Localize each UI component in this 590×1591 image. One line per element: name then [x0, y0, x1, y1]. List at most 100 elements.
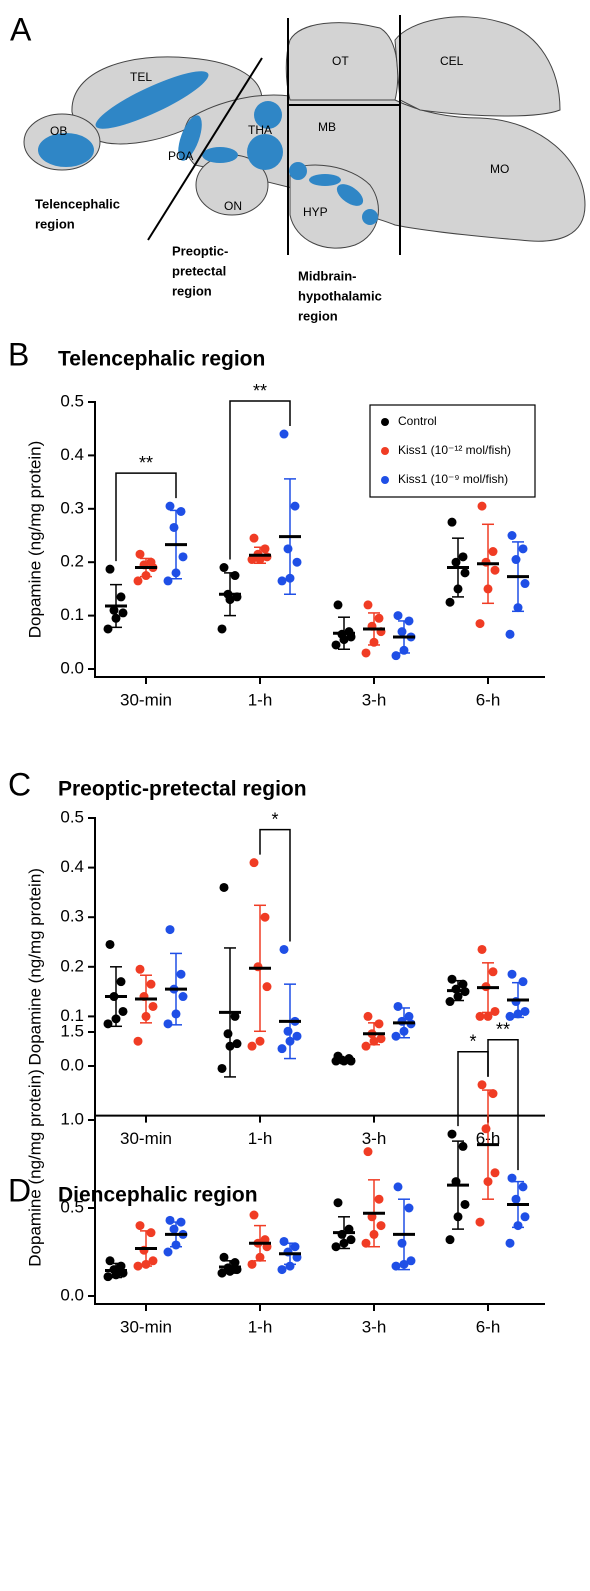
y-axis-label: Dopamine (ng/mg protein)	[25, 868, 44, 1065]
legend-marker	[381, 447, 389, 455]
significance-label: *	[469, 1032, 476, 1052]
data-point	[105, 939, 115, 949]
data-point	[363, 600, 373, 610]
y-tick-label: 0.2	[60, 956, 84, 975]
structure-label: OT	[332, 54, 349, 68]
data-point	[490, 1168, 500, 1178]
data-point	[406, 1256, 416, 1266]
data-point	[397, 627, 407, 637]
region-label: region	[298, 308, 338, 323]
panel-label: C	[8, 766, 31, 802]
data-point	[255, 1036, 265, 1046]
legend-box	[369, 404, 536, 498]
data-point	[520, 1212, 530, 1222]
y-tick-label: 0.5	[60, 807, 84, 826]
data-point	[481, 557, 491, 567]
data-point	[397, 1238, 407, 1248]
legend-label: Control	[398, 414, 437, 428]
chart-title: Preoptic-pretectal region	[58, 778, 307, 801]
data-point	[290, 1242, 300, 1252]
data-point	[135, 1221, 145, 1231]
data-point	[292, 557, 302, 567]
data-point	[447, 974, 457, 984]
data-point	[333, 600, 343, 610]
data-point	[481, 1124, 491, 1134]
data-point	[116, 977, 126, 987]
data-point	[292, 1031, 302, 1041]
x-tick-label: 3-h	[362, 1129, 387, 1148]
legend-marker	[381, 418, 389, 426]
data-point	[445, 597, 455, 607]
data-point	[116, 592, 126, 602]
data-point	[376, 1034, 386, 1044]
data-point	[219, 563, 229, 573]
data-point	[331, 640, 341, 650]
y-tick-label: 0.0	[60, 1055, 84, 1074]
data-point	[475, 619, 485, 629]
data-point	[393, 1001, 403, 1011]
data-point	[518, 977, 528, 987]
data-point	[445, 1235, 455, 1245]
region-label: Preoptic-	[172, 243, 228, 258]
panel-label: D	[8, 1172, 31, 1208]
data-point	[290, 501, 300, 511]
data-point	[217, 624, 227, 634]
x-tick-label: 30-min	[120, 690, 172, 709]
x-tick-label: 1-h	[248, 690, 273, 709]
data-point	[331, 1242, 341, 1252]
data-point	[219, 1252, 229, 1262]
data-point	[374, 1019, 384, 1029]
data-point	[511, 1194, 521, 1204]
data-point	[148, 1001, 158, 1011]
significance-label: **	[253, 381, 267, 401]
data-point	[374, 613, 384, 623]
data-point	[488, 1089, 498, 1099]
data-point	[505, 1011, 515, 1021]
x-tick-label: 3-h	[362, 1317, 387, 1336]
x-tick-label: 6-h	[476, 690, 501, 709]
y-tick-label: 0.3	[60, 498, 84, 517]
significance-label: **	[496, 1020, 510, 1040]
structure-label: OB	[50, 124, 67, 138]
data-point	[346, 1235, 356, 1245]
data-point	[475, 1217, 485, 1227]
panel-label: A	[10, 11, 32, 47]
y-tick-label: 0.5	[60, 391, 84, 410]
region-label: hypothalamic	[298, 288, 382, 303]
x-tick-label: 6-h	[476, 1317, 501, 1336]
data-point	[333, 1198, 343, 1208]
region-label: region	[35, 216, 75, 231]
structure-label: HYP	[303, 205, 328, 219]
data-point	[247, 555, 257, 565]
data-point	[458, 979, 468, 989]
data-point	[507, 1173, 517, 1183]
data-point	[135, 549, 145, 559]
data-point	[223, 1029, 233, 1039]
data-point	[477, 1080, 487, 1090]
data-point	[451, 557, 461, 567]
data-point	[165, 501, 175, 511]
x-tick-label: 30-min	[120, 1317, 172, 1336]
data-point	[262, 982, 272, 992]
data-point	[133, 576, 143, 586]
data-point	[219, 882, 229, 892]
data-point	[178, 992, 188, 1002]
data-point	[458, 1141, 468, 1151]
y-tick-label: 0.2	[60, 552, 84, 571]
y-tick-label: 0.4	[60, 857, 84, 876]
significance-label: **	[139, 453, 153, 473]
data-point	[277, 576, 287, 586]
data-point	[507, 531, 517, 540]
structure-label: THA	[248, 123, 272, 137]
legend-marker	[381, 476, 389, 484]
data-point	[458, 552, 468, 562]
data-point	[391, 1031, 401, 1041]
data-point	[146, 979, 156, 989]
data-point	[118, 608, 128, 618]
data-point	[445, 997, 455, 1007]
data-point	[217, 1063, 227, 1073]
data-point	[169, 1224, 179, 1234]
data-point	[520, 1006, 530, 1016]
data-point	[148, 1256, 158, 1266]
data-point	[135, 964, 145, 974]
